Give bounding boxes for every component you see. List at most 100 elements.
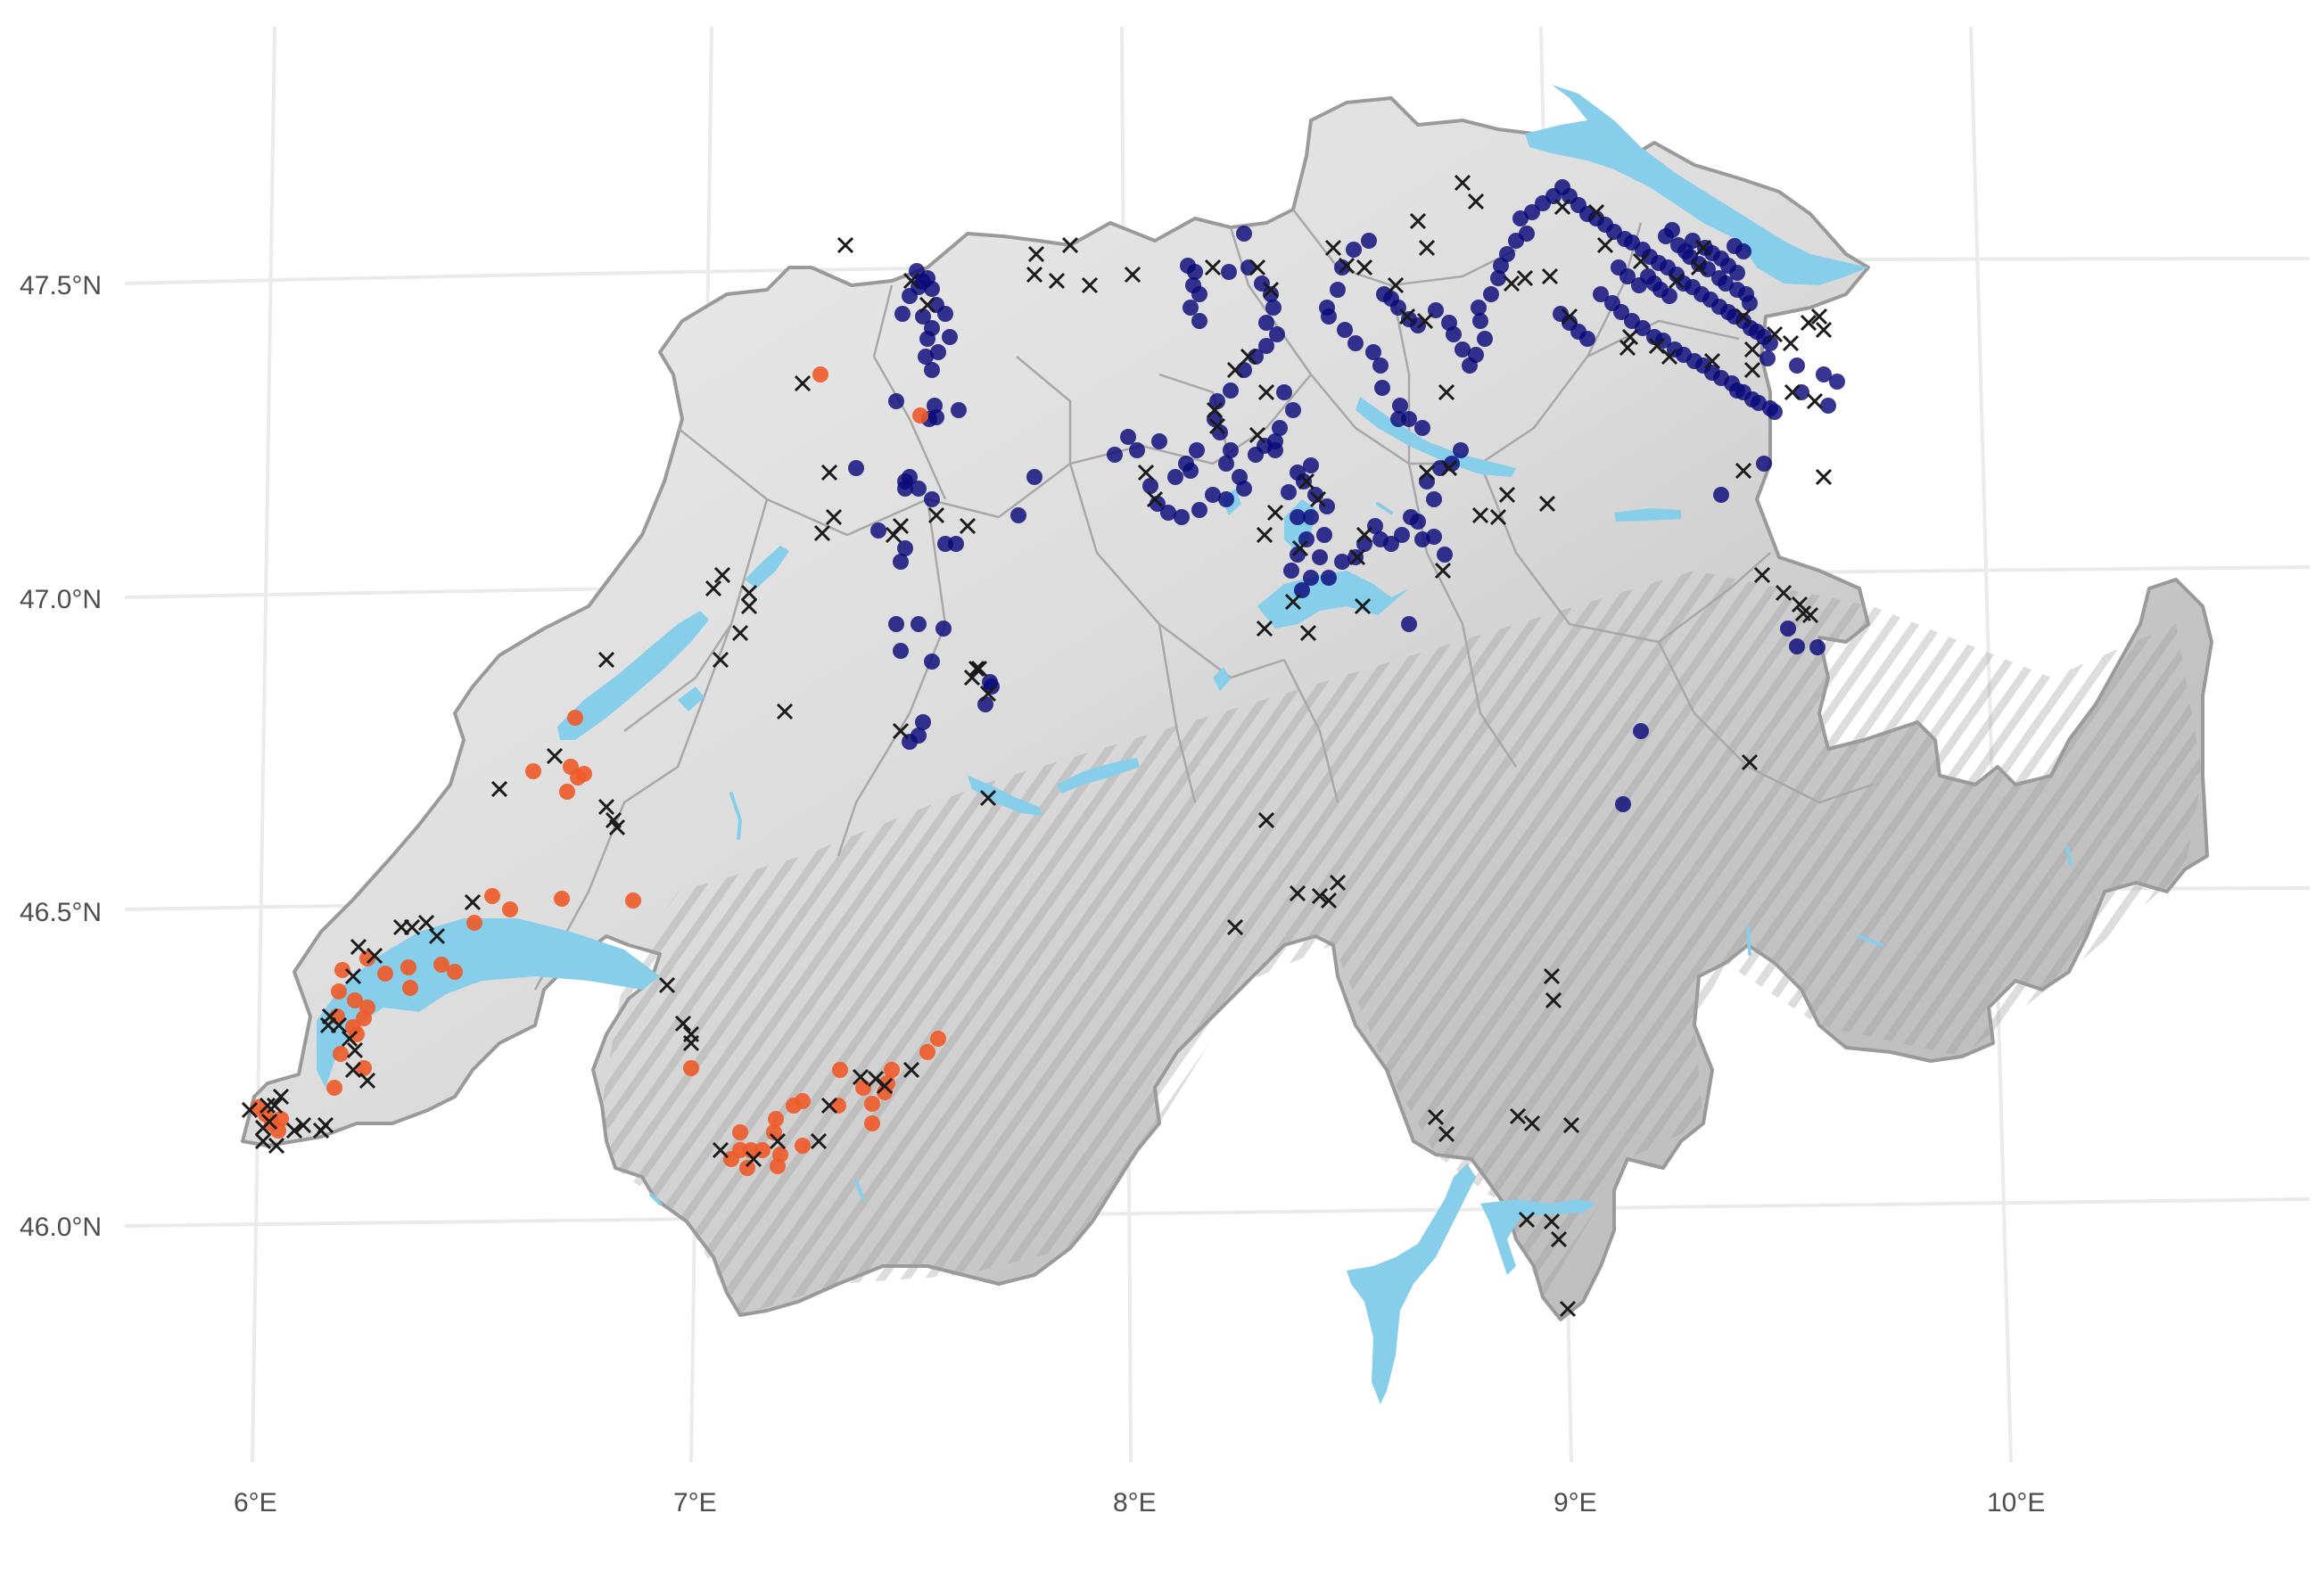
cross-observation-point [1741, 753, 1759, 771]
lake-geneva [317, 918, 660, 1088]
cross-observation-point [1454, 174, 1471, 192]
orange-observation-point [356, 1010, 372, 1026]
blue-observation-point [1272, 420, 1288, 436]
blue-observation-point [919, 331, 935, 347]
river-segment [729, 792, 743, 840]
lon-label-8e: 8°E [1113, 1488, 1157, 1517]
cross-observation-point [1204, 259, 1222, 276]
blue-observation-point [848, 460, 864, 476]
orange-observation-point [559, 784, 575, 800]
blue-observation-point [1742, 295, 1758, 311]
orange-observation-point [855, 1080, 871, 1096]
blue-observation-point [915, 308, 931, 325]
cross-observation-point [1516, 269, 1534, 287]
cross-observation-point [1766, 325, 1784, 343]
cross-observation-point [266, 1097, 284, 1114]
blue-observation-point [1762, 335, 1778, 351]
cross-observation-point [1489, 508, 1507, 526]
blue-observation-point [1205, 487, 1221, 503]
blue-observation-point [1026, 469, 1043, 485]
blue-observation-point [1759, 350, 1776, 366]
cross-observation-point [1806, 392, 1824, 410]
lat-label-47-5: 47.5°N [20, 271, 102, 300]
orange-observation-point [795, 1093, 811, 1109]
blue-observation-point [1767, 404, 1783, 420]
cross-observation-point [1784, 383, 1801, 401]
blue-observation-point [1218, 456, 1234, 472]
blue-observation-point [911, 728, 927, 744]
blue-observation-point [1372, 358, 1389, 374]
blue-observation-point [1356, 536, 1372, 552]
blue-observation-point [1303, 570, 1319, 586]
orange-observation-point [334, 962, 350, 978]
orange-observation-point [832, 1062, 848, 1078]
cross-observation-point [417, 914, 435, 932]
cross-observation-point [658, 976, 676, 994]
blue-observation-point [1191, 286, 1207, 302]
canton-lines [533, 209, 1874, 991]
switzerland-relief [241, 96, 2213, 1321]
cross-observation-point [1467, 193, 1485, 210]
cross-observation-point [259, 1097, 276, 1114]
orange-observation-point [333, 1046, 349, 1062]
cross-observation-point [1311, 887, 1329, 905]
cross-observation-point [294, 1116, 312, 1134]
cross-observation-point [731, 624, 749, 642]
cross-observation-point [1387, 276, 1405, 294]
lon-label-10e: 10°E [1987, 1488, 2045, 1517]
orange-observation-point [912, 407, 928, 424]
blue-observation-point [1258, 315, 1274, 331]
cross-observation-point [1338, 257, 1356, 275]
lake-zurich [1356, 397, 1516, 477]
blue-observation-point [1010, 507, 1026, 523]
cross-observation-point [608, 818, 626, 836]
cross-observation-point [1440, 459, 1458, 477]
blue-observation-point [930, 344, 946, 360]
cross-observation-point [820, 464, 838, 481]
blue-observation-point [1281, 484, 1297, 500]
cross-observation-point [902, 272, 920, 290]
blue-observation-point [1269, 326, 1285, 342]
blue-observation-point [1267, 442, 1283, 458]
cross-observation-point [1324, 239, 1342, 257]
orange-observation-point [766, 1124, 782, 1140]
blue-observation-point [1613, 304, 1629, 320]
lon-label-9e: 9°E [1553, 1488, 1597, 1517]
cross-observation-point [597, 798, 615, 816]
cross-observation-point [1587, 203, 1605, 221]
cross-observation-point [341, 1030, 358, 1048]
cross-observation-point [428, 927, 446, 945]
blue-observation-point [928, 409, 944, 425]
cross-observation-point [1427, 1108, 1445, 1126]
blue-observation-point [1713, 487, 1729, 503]
cross-observation-point [1782, 334, 1800, 352]
cross-observation-point [745, 1150, 762, 1168]
cross-observation-point [490, 780, 508, 798]
cross-observation-point [1416, 312, 1434, 330]
orange-observation-point [554, 891, 570, 907]
cross-observation-point [852, 1068, 869, 1086]
blue-observation-point [1499, 246, 1515, 262]
blue-observation-point [1685, 233, 1701, 249]
blue-observation-point [870, 522, 886, 539]
cross-observation-point [1743, 341, 1761, 358]
cross-observation-point [1562, 1116, 1580, 1134]
cross-observation-point [794, 374, 812, 392]
blue-observation-point [1789, 638, 1805, 654]
blue-observation-point [1361, 233, 1377, 249]
blue-observation-point [1631, 277, 1647, 293]
cross-observation-point [1498, 486, 1516, 504]
cross-observation-point [1320, 892, 1338, 909]
cross-observation-point [892, 722, 910, 740]
blue-observation-point [1619, 268, 1636, 284]
orange-observation-point [930, 1031, 946, 1047]
lake-walen [1614, 508, 1681, 522]
orange-observation-point [525, 763, 541, 779]
blue-observation-point [1394, 527, 1410, 543]
cross-observation-point [312, 1122, 330, 1139]
river-segment [1858, 934, 1883, 947]
blue-observation-point [1426, 529, 1442, 545]
cross-observation-point [1815, 321, 1833, 339]
blue-observation-point [911, 481, 927, 497]
cross-observation-point [1262, 281, 1280, 299]
